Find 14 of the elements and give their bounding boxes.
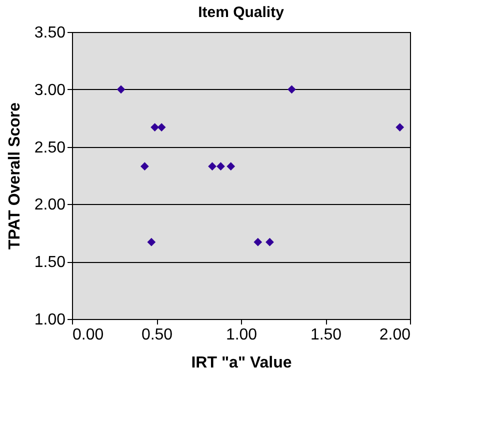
y-tick-label: 1.00 [34,312,66,328]
y-axis-title: TPAT Overall Score [6,102,24,250]
y-tick-label: 2.00 [34,196,66,214]
x-tick-label: 0.00 [72,326,104,344]
y-tick-label: 3.50 [34,24,66,42]
x-axis-title: IRT "a" Value [191,354,292,372]
x-tick-label: 0.50 [141,326,173,344]
x-tick-label: 2.00 [379,326,411,344]
chart-title: Item Quality [198,4,285,21]
y-tick-label: 1.50 [34,254,66,272]
x-tick-label: 1.50 [310,326,342,344]
y-tick-label: 2.50 [34,139,66,156]
y-tick-label: 3.00 [34,82,66,99]
x-tick-label: 1.00 [226,326,258,344]
